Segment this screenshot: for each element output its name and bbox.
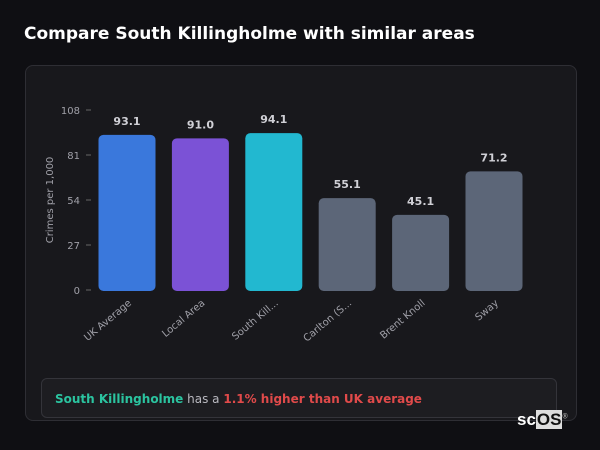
data-label: 93.1 bbox=[113, 115, 140, 128]
x-tick-label: Local Area bbox=[160, 298, 207, 340]
bar bbox=[392, 214, 450, 291]
data-label: 55.1 bbox=[334, 178, 361, 191]
bar bbox=[98, 134, 156, 291]
bar-chart: 0 27 54 81 108 Crimes per 1,000 93.1 UK Average… bbox=[45, 106, 523, 345]
y-tick-label: 54 bbox=[67, 196, 80, 207]
area-name: South Killingholme bbox=[55, 392, 184, 406]
y-tick-label: 0 bbox=[74, 286, 80, 297]
data-label: 91.0 bbox=[187, 118, 214, 131]
bar bbox=[465, 171, 523, 291]
scos-logo: scOS® bbox=[517, 410, 568, 430]
x-tick-label: Sway bbox=[473, 298, 500, 324]
x-tick-label: South Kill... bbox=[230, 298, 280, 343]
logo-mark: ® bbox=[562, 413, 568, 421]
y-tick-label: 108 bbox=[61, 106, 80, 117]
difference-highlight: 1.1% higher than UK average bbox=[223, 392, 422, 406]
bar bbox=[318, 198, 376, 291]
comparison-summary: South Killingholme has a 1.1% higher tha… bbox=[41, 378, 557, 418]
data-label: 71.2 bbox=[480, 151, 507, 164]
page-title: Compare South Killingholme with similar … bbox=[24, 24, 475, 44]
y-tick-label: 27 bbox=[67, 241, 80, 252]
x-tick-label: Carlton (S... bbox=[302, 298, 355, 345]
data-label: 94.1 bbox=[260, 113, 287, 126]
summary-text: has a bbox=[183, 392, 224, 406]
bar bbox=[171, 138, 229, 291]
x-tick-label: UK Average bbox=[82, 298, 134, 344]
y-tick-label: 81 bbox=[67, 151, 80, 162]
data-label: 45.1 bbox=[407, 195, 434, 208]
bar bbox=[245, 133, 303, 291]
logo-text-b: OS bbox=[535, 410, 563, 429]
x-tick-label: Brent Knoll bbox=[378, 298, 427, 342]
y-axis-label: Crimes per 1,000 bbox=[45, 157, 56, 244]
logo-text-a: sc bbox=[517, 410, 536, 429]
